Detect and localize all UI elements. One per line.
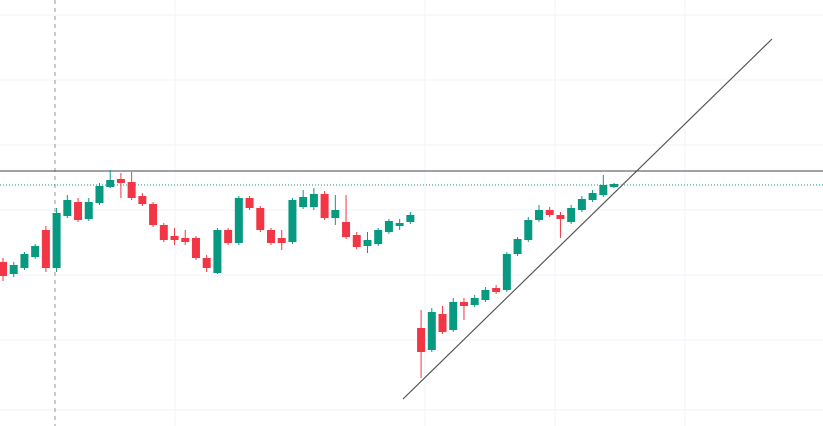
candle-body xyxy=(502,254,511,290)
candle-body xyxy=(159,225,168,240)
candle-body xyxy=(577,199,586,210)
candle-body xyxy=(224,230,233,243)
candle-body xyxy=(342,222,351,237)
candle-body xyxy=(470,298,479,305)
candle-body xyxy=(438,314,447,332)
candle-body xyxy=(0,262,7,276)
candle-body xyxy=(588,193,597,200)
candle-body xyxy=(127,182,136,198)
candle-body xyxy=(31,246,40,257)
candle-body xyxy=(267,230,275,243)
candle-body xyxy=(20,254,29,268)
candle-body xyxy=(513,239,522,254)
candle-body xyxy=(277,238,286,243)
candle-body xyxy=(202,258,211,268)
candle-body xyxy=(256,208,265,230)
candle-body xyxy=(213,230,222,273)
candle-body xyxy=(84,202,93,219)
candle-body xyxy=(9,265,18,274)
candle-body xyxy=(427,312,436,350)
candle-body xyxy=(106,180,115,187)
candle-body xyxy=(352,235,361,247)
candle-body xyxy=(299,197,308,207)
candle-body xyxy=(331,210,340,218)
candle-body xyxy=(52,213,61,268)
candle-body xyxy=(288,200,297,242)
candle-body xyxy=(449,302,458,330)
candle-body xyxy=(395,223,404,226)
candle-body xyxy=(384,221,393,232)
candle-body xyxy=(191,238,200,258)
candle-body xyxy=(545,210,554,215)
candle-body xyxy=(138,196,147,204)
candle-body xyxy=(459,302,468,306)
trend-line xyxy=(402,38,773,400)
candle-body xyxy=(610,184,619,187)
candle-body xyxy=(481,290,490,300)
candle-body xyxy=(63,200,72,216)
candle-body xyxy=(320,194,329,218)
candle-body xyxy=(149,204,158,225)
candle-body xyxy=(181,238,190,242)
candle-body xyxy=(170,236,179,240)
candle-body xyxy=(363,240,372,246)
candle-body xyxy=(535,210,543,220)
candle-body xyxy=(556,215,565,219)
candle-body xyxy=(599,185,608,195)
candle-body xyxy=(116,179,125,183)
candle-body xyxy=(524,220,533,240)
candle-body xyxy=(245,198,254,208)
candle-body xyxy=(309,194,318,207)
candle-body xyxy=(41,230,50,268)
candle-body xyxy=(95,186,104,203)
candle-body xyxy=(492,288,501,292)
candle-body xyxy=(74,202,83,220)
candle-body xyxy=(417,328,426,352)
candle-body xyxy=(406,215,415,222)
candle-body xyxy=(234,198,243,243)
candle-body xyxy=(567,208,576,222)
candle-body xyxy=(374,230,383,244)
